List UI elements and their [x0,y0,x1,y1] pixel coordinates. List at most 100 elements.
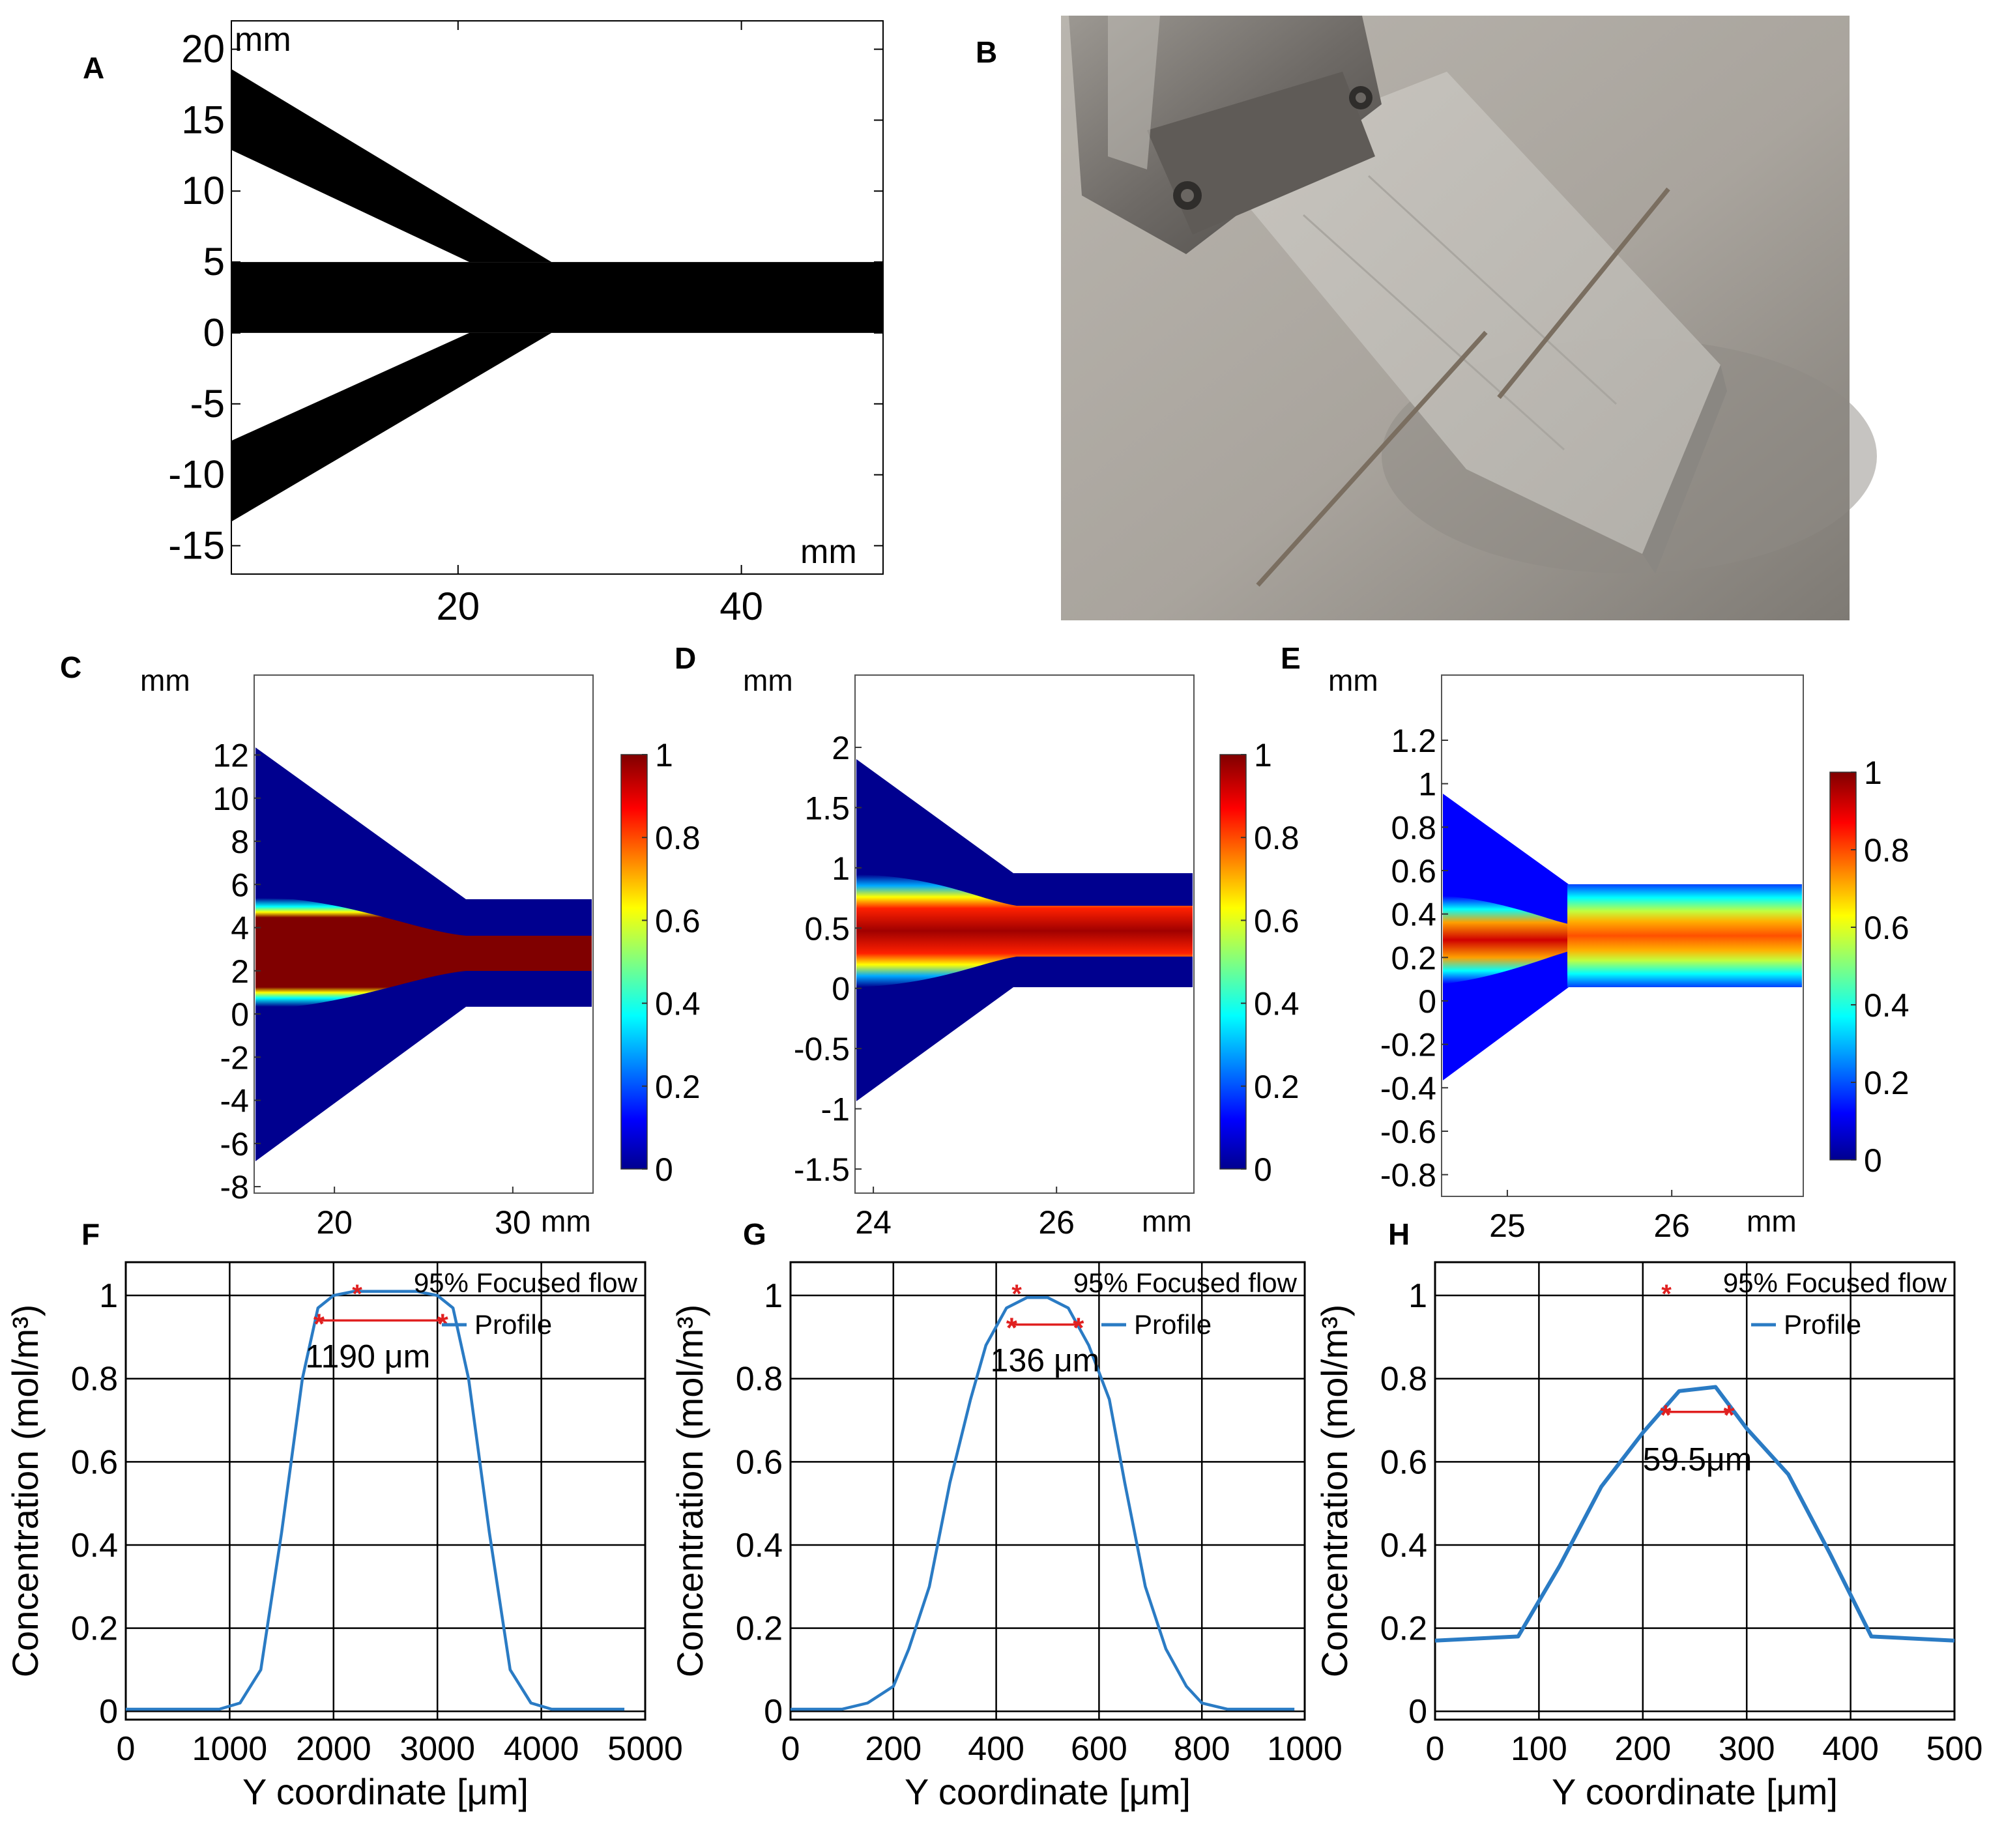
panel-c-y-tick-label: -6 [220,1126,249,1162]
panel-a-y-tick-label: 20 [181,27,225,71]
panel-a-y-tick-label: 10 [181,169,225,212]
panel-c-y-tick-label: 10 [212,781,249,817]
panel-e-frame [1441,674,1804,1197]
panel-c-letter: C [60,650,81,684]
panel-c-y-tick-label: -4 [220,1083,249,1119]
panel-e-colorbar-label: 0.6 [1864,910,1910,946]
panel-e-x-ticks: 25 26 [1489,1190,1690,1244]
panel-d-y-tick-label: 0 [832,971,850,1007]
panel-d-x-ticks: 24 26 [855,1187,1075,1241]
panel-e-y-tick-label: 0.4 [1391,897,1436,933]
panel-c-colorbar-label: 0.4 [655,986,701,1022]
panel-d-y-unit: mm [743,663,793,697]
panel-e: E mm 1.2 1 0.8 0.6 0.4 0.2 0 -0.2 -0.4 -0.6 -0.8 2… [1281,641,1910,1244]
panel-c-frame [254,674,594,1194]
panel-a-y-tick-label: 15 [181,98,225,141]
panel-d-y-tick-label: -1 [821,1091,850,1128]
panel-c-colorbar-label: 1 [655,737,673,773]
panel-d-x-tick-label: 26 [1038,1204,1075,1241]
panel-h-y-tick-label: 0.2 [1380,1610,1427,1648]
panel-a-lower-inlet [231,332,552,522]
panel-g-profile-line [791,1295,1295,1711]
panel-c-y-tick-label: 4 [231,910,249,947]
panel-d-frame [854,674,1195,1194]
panel-b-letter: B [976,35,997,69]
panel-e-y-tick-label: -0.2 [1380,1027,1436,1063]
panel-c-y-ticks: 12 10 8 6 4 2 0 -2 -4 -6 -8 [212,738,261,1206]
panel-d-x-unit: mm [1142,1204,1192,1238]
panel-h-legend-marker-symbol: * [1661,1280,1672,1308]
panel-e-colorbar-label: 0 [1864,1142,1882,1179]
panel-f-legend-focused-label: 95% Focused flow [414,1267,638,1298]
panel-c-focused-stream [255,898,592,1007]
panel-g-x-tick-label: 0 [781,1730,800,1768]
panel-g-x-tick-label: 1000 [1267,1730,1343,1768]
panel-a-y-tick-label: 5 [203,240,225,283]
panel-h-x-axis-label: Y coordinate [μm] [1552,1771,1838,1812]
panel-a-y-tick-label: 0 [203,311,225,354]
panel-g-focused-marker: * [1006,1312,1018,1344]
panel-a-y-tick-label: -10 [168,453,225,497]
panel-g-focused-marker: * [1073,1312,1084,1344]
panel-c-y-unit: mm [140,663,190,697]
panel-e-colorbar-label: 0.2 [1864,1065,1910,1101]
panel-e-colorbar: 0 0.2 0.4 0.6 0.8 1 [1829,755,1910,1179]
panel-e-y-tick-label: 1 [1418,766,1436,803]
panel-e-y-tick-label: 0 [1418,983,1436,1020]
panel-h-y-tick-label: 0.8 [1380,1361,1427,1398]
panel-e-y-tick-label: 0.6 [1391,853,1436,889]
panel-c-x-unit: mm [541,1204,591,1238]
panel-c-x-tick-label: 30 [495,1204,531,1241]
panel-c-y-tick-label: -8 [220,1169,249,1206]
panel-h-x-tick-label: 0 [1426,1730,1445,1768]
panel-f-x-tick-label: 4000 [504,1730,579,1768]
panel-h-x-tick-label: 400 [1822,1730,1879,1768]
panel-a-frame [231,20,884,575]
panel-e-focused-stream [1567,884,1802,987]
panel-e-y-tick-label: -0.8 [1380,1157,1436,1194]
panel-e-y-tick-label: 0.8 [1391,809,1436,846]
panel-a-channels [231,69,883,522]
panel-f-y-tick-label: 0 [99,1693,118,1731]
panel-h-x-tick-label: 200 [1614,1730,1671,1768]
panel-h-x-tick-label: 300 [1719,1730,1775,1768]
panel-f-width-annotation: 1190 μm [305,1338,430,1374]
panel-c-x-tick-label: 20 [316,1204,353,1241]
panel-f-x-tick-label: 1000 [192,1730,268,1768]
panel-e-y-tick-label: -0.4 [1380,1070,1436,1106]
panel-h-legend-focused-label: 95% Focused flow [1723,1267,1947,1298]
panel-h-letter: H [1388,1217,1410,1251]
panel-d-y-ticks: 2 1.5 1 0.5 0 -0.5 -1 -1.5 [794,730,862,1188]
panel-h-y-tick-label: 0.4 [1380,1527,1427,1565]
panel-f-y-tick-label: 0.8 [71,1361,118,1398]
panel-h-frame [1434,1261,1956,1721]
panel-h-y-tick-label: 1 [1408,1277,1427,1315]
panel-f-legend-profile-label: Profile [474,1309,552,1340]
panel-g-x-tick-label: 200 [865,1730,922,1768]
panel-d-y-tick-label: 0.5 [804,910,850,947]
panel-f: F 0 1000 2000 3000 4000 5000 0 0.2 0.4 0.6 0.8 1 Y c… [5,1217,683,1812]
panel-g-x-tick-label: 400 [968,1730,1024,1768]
panel-c-y-tick-label: 2 [231,953,249,990]
panel-d-colorbar-label: 0.6 [1254,902,1300,939]
panel-e-x-unit: mm [1747,1204,1797,1238]
panel-g-x-tick-label: 800 [1174,1730,1230,1768]
panel-h-profile-line [1434,1385,1955,1643]
panel-c-y-tick-label: 6 [231,867,249,903]
panel-g-y-tick-label: 0.2 [736,1610,783,1648]
panel-f-y-tick-label: 1 [99,1277,118,1315]
panel-b: B [976,16,1877,620]
panel-g-width-annotation: 136 μm [991,1342,1100,1379]
panel-f-x-axis-label: Y coordinate [μm] [242,1771,529,1812]
panel-d-colorbar-label: 1 [1254,737,1272,773]
panel-h: H 0 100 200 300 400 500 0 0.2 0.4 0.6 0.8 1 Y coordi… [1314,1217,1982,1812]
panel-a-y-tick-label: -15 [168,523,225,567]
panel-c-colorbar: 0 0.2 0.4 0.6 0.8 1 [620,737,701,1188]
panel-e-y-ticks: 1.2 1 0.8 0.6 0.4 0.2 0 -0.2 -0.4 -0.6 -0.8 [1380,723,1448,1194]
panel-g-y-tick-label: 1 [764,1277,783,1315]
panel-e-colorbar-label: 0.4 [1864,987,1910,1024]
panel-d-colorbar-label: 0.2 [1254,1069,1300,1105]
panel-g-y-tick-label: 0 [764,1693,783,1731]
